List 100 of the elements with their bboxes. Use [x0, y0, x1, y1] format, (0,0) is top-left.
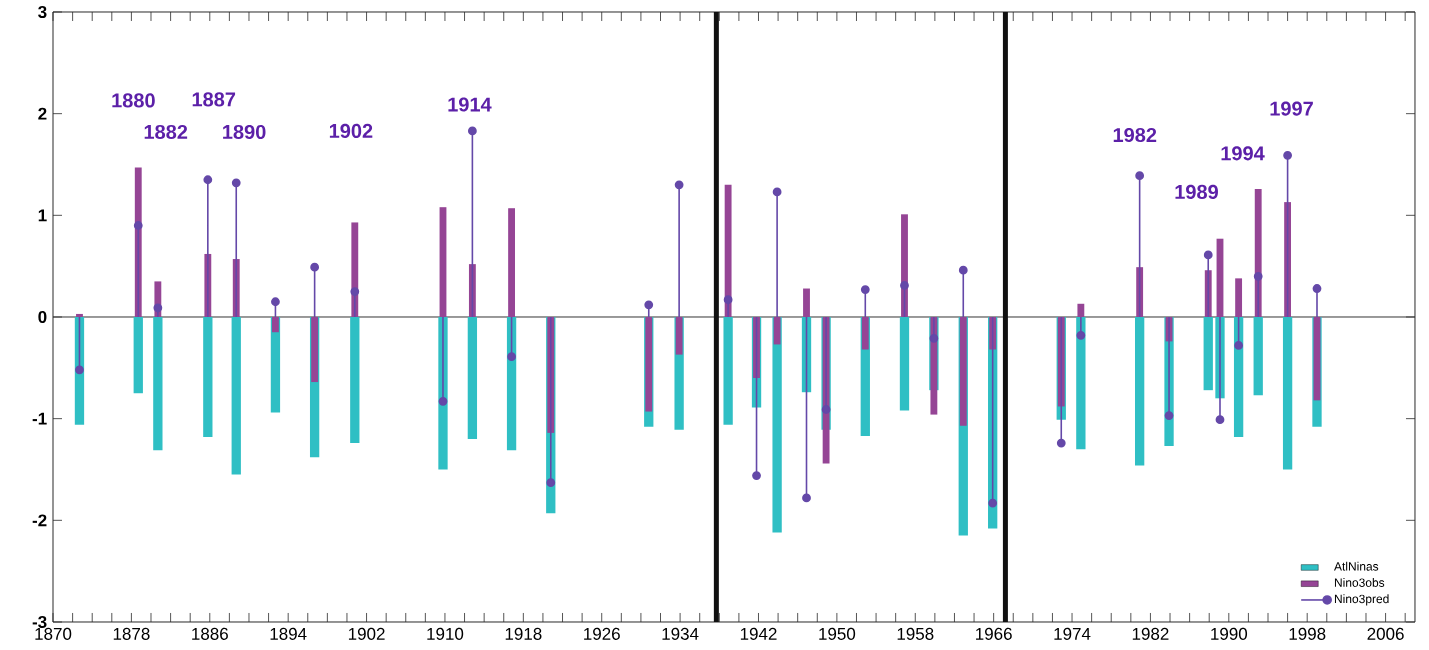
- x-tick-label: 1998: [1289, 627, 1326, 640]
- bar: [1076, 316, 1086, 450]
- point: [1164, 411, 1174, 421]
- bar: [1203, 316, 1213, 391]
- point: [674, 180, 684, 190]
- point: [752, 471, 761, 480]
- y-tick-label: 3: [38, 5, 47, 19]
- bar: [899, 316, 910, 411]
- point: [133, 221, 143, 230]
- point: [821, 405, 831, 414]
- bar: [1253, 316, 1263, 396]
- legend-label: AtlNinas: [1334, 561, 1379, 571]
- annotation: 1887: [192, 92, 236, 107]
- point: [1253, 271, 1263, 281]
- point: [1203, 250, 1213, 260]
- point: [350, 287, 360, 296]
- bar: [861, 316, 869, 350]
- bar: [959, 316, 967, 426]
- y-tick-label: 0: [38, 310, 47, 324]
- bar: [467, 316, 478, 439]
- bar: [133, 316, 143, 394]
- x-tick-label: 1934: [662, 627, 699, 640]
- x-tick-label: 1974: [1054, 627, 1091, 640]
- bar: [153, 316, 163, 451]
- bar: [675, 316, 683, 355]
- annotation: 1902: [329, 123, 373, 139]
- point: [958, 265, 968, 275]
- x-tick-label: 1910: [427, 627, 464, 640]
- point: [438, 396, 448, 406]
- annotation: 1890: [223, 124, 266, 140]
- bar: [803, 288, 810, 317]
- x-tick-label: 1878: [113, 627, 150, 640]
- point: [900, 281, 909, 290]
- x-tick-label: 1958: [897, 627, 934, 640]
- annotation: 1982: [1113, 127, 1157, 143]
- bar: [1134, 316, 1145, 466]
- point: [507, 352, 516, 362]
- annotation: 1914: [448, 97, 492, 112]
- x-tick-label: 1966: [976, 627, 1012, 640]
- bar: [76, 313, 83, 317]
- annotation: 1880: [112, 93, 155, 108]
- x-tick-label: 1902: [348, 627, 385, 640]
- point: [1283, 150, 1292, 160]
- bar: [645, 316, 653, 412]
- point: [75, 365, 84, 375]
- point: [1215, 415, 1225, 425]
- bar: [231, 316, 241, 475]
- point: [153, 303, 163, 313]
- point: [467, 126, 477, 136]
- x-tick-label: 1990: [1211, 627, 1248, 640]
- bar: [1282, 316, 1293, 470]
- bar: [350, 316, 360, 444]
- y-tick-label: -1: [32, 412, 47, 425]
- x-tick-label: 1886: [192, 627, 228, 640]
- bar: [311, 316, 319, 383]
- bar: [773, 316, 781, 345]
- bar: [723, 316, 733, 425]
- bar: [272, 316, 279, 333]
- point: [860, 285, 870, 294]
- y-tick-label: -2: [32, 514, 47, 527]
- x-tick-label: 1982: [1132, 627, 1169, 640]
- x-tick-label: 1894: [270, 627, 307, 640]
- point: [929, 333, 939, 343]
- x-tick-label: 1870: [35, 627, 72, 640]
- bar: [724, 184, 732, 317]
- y-tick-label: -3: [32, 615, 47, 629]
- x-tick-label: 1950: [819, 627, 856, 640]
- annotation: 1989: [1175, 184, 1218, 200]
- bar: [203, 316, 213, 437]
- bar: [772, 316, 782, 533]
- x-tick-label: 1918: [505, 627, 542, 640]
- point: [271, 297, 280, 307]
- bar: [1235, 278, 1243, 317]
- annotation: 1994: [1221, 146, 1265, 161]
- x-tick-label: 2006: [1367, 627, 1404, 640]
- point: [802, 493, 811, 503]
- y-tick-label: 1: [38, 209, 47, 222]
- bar: [1077, 303, 1085, 317]
- point: [988, 498, 998, 508]
- point: [644, 300, 654, 310]
- bar: [508, 208, 516, 317]
- y-tick-label: 2: [38, 107, 47, 120]
- point: [1234, 341, 1244, 350]
- bar: [506, 316, 517, 451]
- point: [546, 478, 556, 488]
- point: [1056, 438, 1066, 448]
- legend-label: Nino3pred: [1334, 594, 1389, 606]
- annotation: 1997: [1270, 101, 1313, 116]
- point: [203, 175, 213, 185]
- point: [1135, 171, 1145, 181]
- x-tick-label: 1926: [584, 627, 620, 640]
- annotation: 1882: [144, 124, 188, 140]
- point: [723, 295, 733, 305]
- point: [310, 262, 320, 272]
- point: [1312, 284, 1322, 293]
- point: [1076, 330, 1086, 340]
- point: [231, 178, 241, 188]
- bar: [1233, 316, 1244, 437]
- legend-label: Nino3obs: [1334, 578, 1385, 587]
- x-tick-label: 1942: [740, 627, 777, 640]
